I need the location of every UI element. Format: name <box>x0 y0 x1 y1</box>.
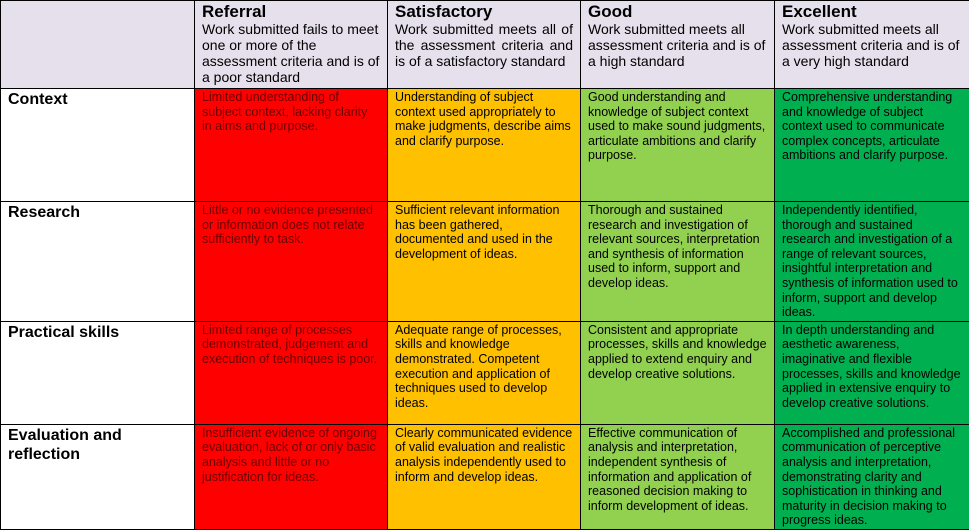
level-name: Good <box>588 3 767 21</box>
header-row: Referral Work submitted fails to meet on… <box>1 1 969 89</box>
cell-referral: Insufficient evidence of ongoing evaluat… <box>195 424 388 529</box>
level-description: Work submitted meets all assessment crit… <box>588 21 767 69</box>
level-header-referral: Referral Work submitted fails to meet on… <box>195 1 388 89</box>
cell-good: Consistent and appropriate processes, sk… <box>581 321 775 424</box>
level-header-satisfactory: Satisfactory Work submitted meets all of… <box>388 1 581 89</box>
criterion-row-evaluation-and-reflection: Evaluation and reflection Insufficient e… <box>1 424 969 529</box>
criterion-row-context: Context Limited understanding of subject… <box>1 89 969 202</box>
level-description: Work submitted meets all assessment crit… <box>782 21 962 69</box>
criterion-row-practical-skills: Practical skills Limited range of proces… <box>1 321 969 424</box>
cell-satisfactory: Understanding of subject context used ap… <box>388 89 581 202</box>
criterion-name: Practical skills <box>1 321 195 424</box>
level-name: Excellent <box>782 3 962 21</box>
cell-excellent: Independently identified, thorough and s… <box>775 202 969 322</box>
criterion-name: Evaluation and reflection <box>1 424 195 529</box>
level-description: Work submitted fails to meet one or more… <box>202 21 380 85</box>
cell-excellent: Accomplished and professional communicat… <box>775 424 969 529</box>
level-description: Work submitted meets all of the assessme… <box>395 21 573 69</box>
cell-good: Good understanding and knowledge of subj… <box>581 89 775 202</box>
criterion-name: Context <box>1 89 195 202</box>
cell-referral: Limited understanding of subject context… <box>195 89 388 202</box>
cell-satisfactory: Sufficient relevant information has been… <box>388 202 581 322</box>
level-header-good: Good Work submitted meets all assessment… <box>581 1 775 89</box>
level-name: Satisfactory <box>395 3 573 21</box>
corner-cell <box>1 1 195 89</box>
cell-referral: Little or no evidence presented or infor… <box>195 202 388 322</box>
cell-good: Thorough and sustained research and inve… <box>581 202 775 322</box>
cell-satisfactory: Adequate range of processes, skills and … <box>388 321 581 424</box>
cell-excellent: In depth understanding and aesthetic awa… <box>775 321 969 424</box>
level-header-excellent: Excellent Work submitted meets all asses… <box>775 1 969 89</box>
cell-good: Effective communication of analysis and … <box>581 424 775 529</box>
cell-referral: Limited range of processes demonstrated,… <box>195 321 388 424</box>
criterion-name: Research <box>1 202 195 322</box>
cell-satisfactory: Clearly communicated evidence of valid e… <box>388 424 581 529</box>
cell-excellent: Comprehensive understanding and knowledg… <box>775 89 969 202</box>
level-name: Referral <box>202 3 380 21</box>
criterion-row-research: Research Little or no evidence presented… <box>1 202 969 322</box>
